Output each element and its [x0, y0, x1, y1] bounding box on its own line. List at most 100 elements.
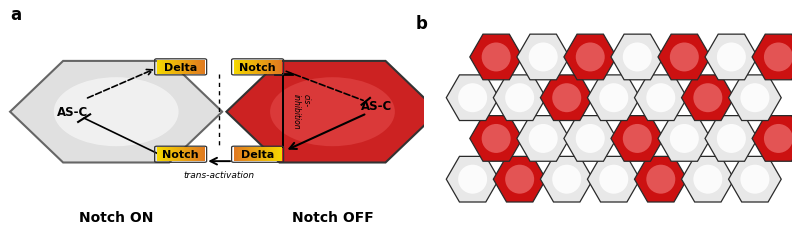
Polygon shape — [587, 76, 640, 121]
Bar — [171, 61, 173, 74]
Polygon shape — [10, 62, 222, 163]
Bar — [186, 61, 188, 74]
Bar — [269, 61, 270, 74]
Bar — [167, 61, 169, 74]
Bar — [158, 148, 159, 161]
Bar — [263, 148, 265, 161]
Bar — [235, 61, 237, 74]
Bar — [178, 148, 180, 161]
Bar — [238, 148, 239, 161]
Bar — [250, 148, 251, 161]
Bar — [237, 61, 238, 74]
Bar — [262, 148, 264, 161]
Bar — [261, 61, 262, 74]
Text: AS-C: AS-C — [57, 106, 88, 119]
Text: AS-C: AS-C — [361, 100, 392, 113]
Bar — [244, 61, 246, 74]
Bar — [169, 61, 170, 74]
Bar — [168, 148, 170, 161]
Bar — [190, 148, 191, 161]
Circle shape — [552, 165, 582, 194]
Circle shape — [694, 84, 722, 113]
Bar — [181, 61, 182, 74]
Bar — [249, 148, 250, 161]
Bar — [199, 148, 200, 161]
Bar — [183, 148, 185, 161]
Bar — [269, 148, 270, 161]
Bar — [240, 148, 242, 161]
Bar — [251, 148, 252, 161]
Bar — [182, 61, 183, 74]
Bar — [172, 148, 174, 161]
Bar — [238, 61, 240, 74]
Bar — [252, 61, 254, 74]
Bar — [263, 61, 265, 74]
Polygon shape — [729, 157, 782, 202]
Bar — [166, 148, 168, 161]
Bar — [164, 61, 166, 74]
Bar — [242, 61, 244, 74]
Bar — [234, 148, 235, 161]
Bar — [234, 61, 236, 74]
Circle shape — [646, 84, 675, 113]
Bar — [200, 61, 201, 74]
Bar — [243, 61, 245, 74]
Bar — [243, 148, 245, 161]
Circle shape — [764, 124, 793, 153]
Text: Notch: Notch — [239, 63, 276, 73]
Bar — [162, 61, 163, 74]
Bar — [258, 148, 260, 161]
Bar — [202, 61, 204, 74]
Bar — [276, 61, 277, 74]
Bar — [246, 148, 247, 161]
Polygon shape — [540, 157, 593, 202]
Circle shape — [482, 124, 510, 153]
Bar — [254, 61, 256, 74]
Bar — [178, 148, 179, 161]
Bar — [198, 61, 199, 74]
Circle shape — [622, 43, 652, 72]
Bar — [244, 148, 246, 161]
Bar — [182, 148, 184, 161]
Polygon shape — [682, 157, 734, 202]
Bar — [254, 61, 255, 74]
Bar — [199, 61, 200, 74]
Bar — [196, 148, 198, 161]
Polygon shape — [587, 157, 640, 202]
Bar — [174, 61, 175, 74]
Bar — [173, 61, 174, 74]
Bar — [183, 61, 185, 74]
Bar — [275, 61, 276, 74]
Bar — [187, 61, 189, 74]
Bar — [161, 148, 162, 161]
Bar — [256, 61, 257, 74]
Bar — [177, 148, 178, 161]
Bar — [194, 61, 195, 74]
Polygon shape — [705, 35, 758, 80]
Circle shape — [552, 84, 582, 113]
Bar — [271, 61, 272, 74]
Circle shape — [717, 43, 746, 72]
Bar — [239, 148, 241, 161]
Bar — [192, 61, 194, 74]
Bar — [257, 61, 258, 74]
Bar — [168, 61, 170, 74]
Bar — [159, 61, 161, 74]
Bar — [169, 148, 170, 161]
Bar — [185, 148, 186, 161]
Bar — [175, 148, 176, 161]
Bar — [173, 148, 174, 161]
Bar — [281, 148, 282, 161]
Bar — [172, 61, 174, 74]
Circle shape — [529, 43, 558, 72]
Bar — [164, 148, 166, 161]
Bar — [270, 61, 271, 74]
Polygon shape — [470, 116, 522, 161]
Circle shape — [670, 43, 699, 72]
Bar — [158, 148, 160, 161]
Bar — [204, 148, 205, 161]
Text: Delta: Delta — [164, 63, 198, 73]
Circle shape — [741, 165, 770, 194]
Bar — [201, 61, 202, 74]
Bar — [204, 61, 205, 74]
